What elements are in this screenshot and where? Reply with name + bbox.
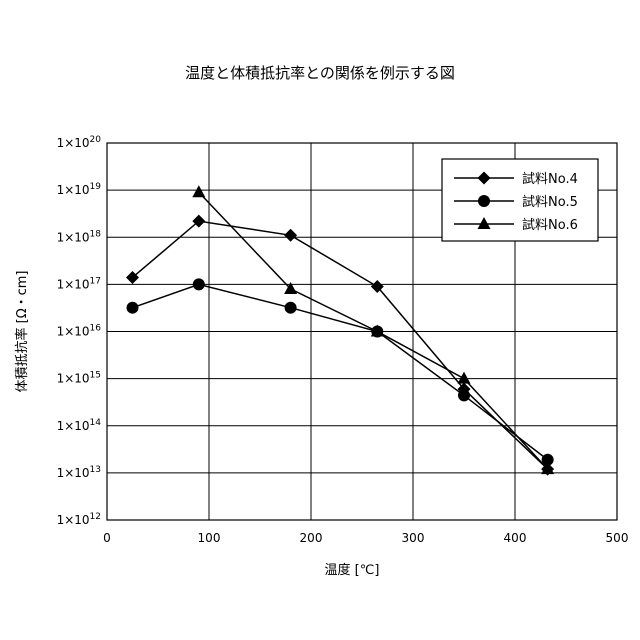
legend-label: 試料No.5 [522, 194, 578, 210]
legend-label: 試料No.6 [522, 217, 578, 233]
data-point [192, 185, 205, 197]
data-point [193, 278, 205, 290]
y-tick-label: 1×1019 [57, 182, 102, 197]
series-1 [126, 215, 554, 476]
series-line [133, 284, 548, 459]
y-tick-label: 1×1013 [57, 465, 101, 480]
series-2 [127, 278, 554, 465]
x-tick-label: 300 [402, 531, 425, 545]
y-axis-label: 体積抵抗率 [Ω・cm] [14, 270, 30, 392]
data-point [458, 372, 471, 384]
y-tick-label: 1×1014 [57, 418, 102, 433]
y-tick-label: 1×1017 [57, 276, 101, 291]
data-point [285, 302, 297, 314]
legend-label: 試料No.4 [522, 171, 578, 187]
x-tick-label: 0 [103, 531, 111, 545]
y-tick-label: 1×1015 [57, 371, 101, 386]
x-tick-label: 200 [300, 531, 323, 545]
legend: 試料No.4 試料No.5 試料No.6 [442, 159, 598, 241]
x-axis-label: 温度 [℃] [325, 562, 380, 578]
data-point [284, 229, 297, 242]
data-point [458, 389, 470, 401]
series-line [133, 221, 548, 469]
x-tick-label: 400 [504, 531, 527, 545]
x-tick-label: 100 [198, 531, 221, 545]
legend-marker [478, 195, 490, 207]
y-tick-label: 1×1020 [57, 135, 102, 150]
y-tick-label: 1×1012 [57, 512, 101, 527]
y-tick-label: 1×1016 [57, 324, 102, 339]
x-tick-label: 500 [606, 531, 629, 545]
y-tick-label: 1×1018 [57, 229, 102, 244]
data-point [127, 302, 139, 314]
